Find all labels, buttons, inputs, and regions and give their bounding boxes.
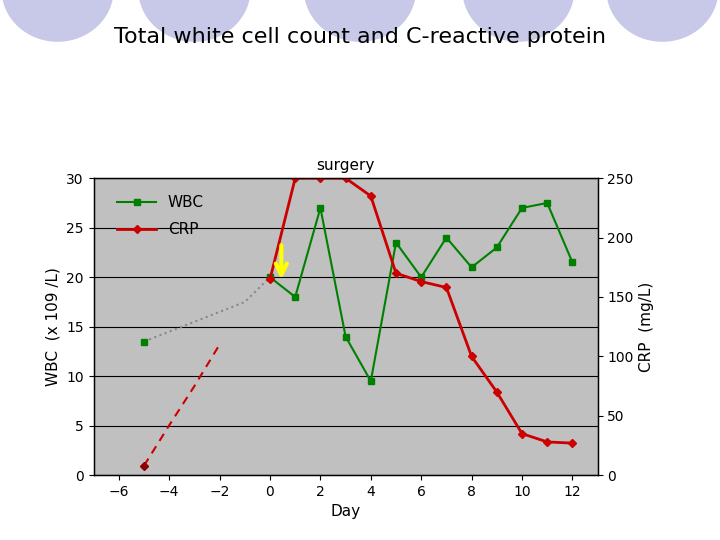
Title: surgery: surgery: [316, 158, 375, 173]
Y-axis label: CRP  (mg/L): CRP (mg/L): [639, 281, 654, 372]
X-axis label: Day: Day: [330, 504, 361, 519]
Text: Total white cell count and C-reactive protein: Total white cell count and C-reactive pr…: [114, 27, 606, 47]
Legend: WBC, CRP: WBC, CRP: [112, 189, 210, 243]
Y-axis label: WBC  (x 109 /L): WBC (x 109 /L): [45, 267, 60, 386]
